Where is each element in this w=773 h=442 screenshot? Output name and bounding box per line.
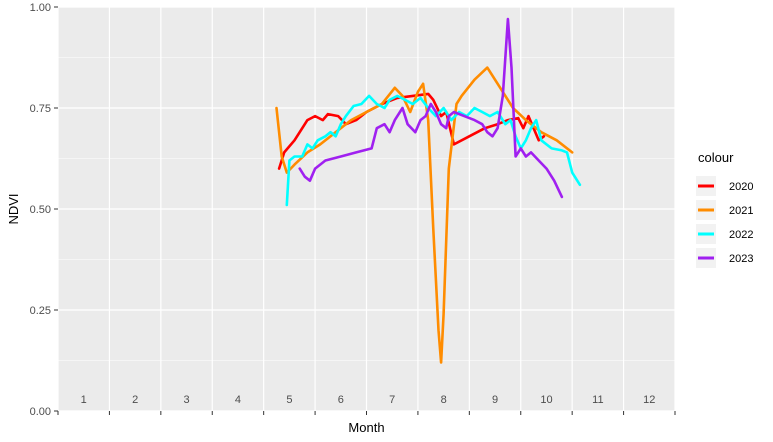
legend-title: colour: [698, 150, 734, 165]
y-axis: 0.00 0.25 0.50 0.75 1.00: [30, 2, 58, 418]
legend-items: 2020 2021 2022 2023: [696, 176, 753, 268]
month-label: 4: [235, 394, 241, 406]
x-axis-title: Month: [348, 420, 384, 435]
x-axis: [57, 411, 676, 415]
y-axis-title: NDVI: [6, 193, 21, 224]
month-label: 6: [338, 394, 344, 406]
y-tick-label: 0.25: [30, 305, 51, 317]
month-label: 8: [441, 394, 447, 406]
series-lines: [275, 17, 582, 364]
month-label: 11: [592, 394, 603, 406]
series-line-2020: [277, 92, 546, 170]
month-label: 12: [643, 394, 655, 406]
month-labels: 1 2 3 4 5 6 7 8 9 10 11 12: [81, 394, 656, 406]
y-tick-label: 0.00: [30, 406, 51, 418]
month-label: 7: [389, 394, 395, 406]
legend: colour 2020 2021 2022 2023: [696, 150, 753, 268]
series-line-2023: [298, 17, 564, 199]
y-tick-label: 0.50: [30, 204, 51, 216]
legend-label-2023: 2023: [729, 253, 753, 265]
month-label: 2: [132, 394, 138, 406]
series-line-2021: [275, 66, 574, 364]
legend-label-2022: 2022: [729, 229, 753, 241]
month-label: 3: [183, 394, 189, 406]
legend-label-2020: 2020: [729, 181, 753, 193]
month-label: 5: [286, 394, 292, 406]
y-tick-label: 1.00: [30, 2, 51, 14]
month-label: 1: [81, 394, 87, 406]
y-tick-label: 0.75: [30, 103, 51, 115]
month-label: 9: [492, 394, 498, 406]
month-label: 10: [540, 394, 552, 406]
legend-label-2021: 2021: [729, 205, 753, 217]
